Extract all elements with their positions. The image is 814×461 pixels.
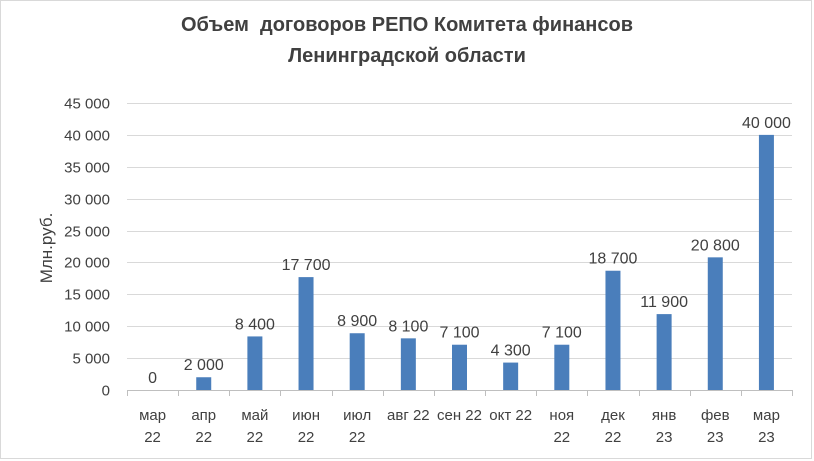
data-label: 20 800 (691, 237, 740, 254)
y-tick-label: 35 000 (64, 160, 110, 177)
x-tick-label: май (241, 407, 268, 424)
x-tick-label: мар (753, 407, 780, 424)
chart-title: Объем договоров РЕПО Комитета финансов Л… (0, 10, 814, 72)
x-tick-label: сен 22 (437, 407, 482, 424)
bar (349, 333, 365, 390)
x-tick-label: 22 (247, 429, 264, 446)
x-tick-label: 22 (195, 429, 212, 446)
bar (554, 344, 570, 390)
x-tick-label: 22 (144, 429, 161, 446)
y-tick-label: 5 000 (72, 351, 110, 368)
y-tick-label: 30 000 (64, 192, 110, 209)
y-tick-label: 20 000 (64, 255, 110, 272)
x-tick-label: 23 (758, 429, 775, 446)
data-label: 4 300 (491, 343, 531, 360)
data-label: 0 (148, 370, 157, 387)
x-tick-label: 23 (656, 429, 673, 446)
y-tick-label: 0 (102, 383, 110, 400)
bars (196, 134, 774, 390)
x-tick-label: янв (652, 407, 676, 424)
x-tick-label: мар (139, 407, 166, 424)
x-tick-label: июл (343, 407, 371, 424)
data-label: 2 000 (184, 357, 224, 374)
x-tick-label: дек (601, 407, 625, 424)
x-tick-label: фев (701, 407, 730, 424)
data-label: 8 900 (337, 313, 377, 330)
x-tick-label: 22 (349, 429, 366, 446)
gridlines (127, 103, 792, 359)
data-label: 40 000 (742, 115, 791, 132)
x-tick-label: 22 (298, 429, 315, 446)
bar (605, 270, 621, 390)
data-label: 8 100 (388, 318, 428, 335)
y-tick-label: 40 000 (64, 128, 110, 145)
bar (298, 277, 314, 390)
y-tick-label: 25 000 (64, 224, 110, 241)
data-label: 17 700 (282, 257, 331, 274)
bar (707, 257, 723, 390)
y-axis-tick-labels: 0 5 000 10 000 15 000 20 000 25 000 30 000 35 0… (64, 96, 110, 400)
bar (196, 377, 212, 390)
data-label: 8 400 (235, 316, 275, 333)
y-tick-label: 45 000 (64, 96, 110, 113)
x-axis (127, 390, 793, 396)
y-axis-label: Млн.руб. (37, 213, 56, 284)
x-tick-label: окт 22 (489, 407, 532, 424)
x-tick-label: ноя (549, 407, 574, 424)
x-tick-label: 22 (553, 429, 570, 446)
bar (247, 336, 263, 390)
bar (503, 362, 519, 390)
x-axis-tick-labels: мар 22 апр 22 май 22 июн 22 июл 22 авг 22 сен 22 окт… (139, 407, 780, 446)
data-label: 18 700 (588, 251, 637, 268)
x-tick-label: 22 (605, 429, 622, 446)
data-label: 7 100 (439, 325, 479, 342)
bar (452, 344, 467, 390)
data-label: 11 900 (640, 294, 688, 311)
chart-title-line-1: Объем договоров РЕПО Комитета финансов (181, 14, 633, 36)
chart-title-line-2: Ленинградской области (288, 45, 526, 67)
bar (758, 134, 774, 390)
bar (656, 314, 672, 390)
data-labels: 0 2 000 8 400 17 700 8 900 8 100 7 100 4 300 7 1… (148, 115, 791, 387)
x-tick-label: июн (292, 407, 320, 424)
x-tick-label: апр (191, 407, 216, 424)
y-tick-label: 10 000 (64, 319, 110, 336)
y-tick-label: 15 000 (64, 287, 110, 304)
bar (400, 338, 416, 390)
data-label: 7 100 (542, 325, 582, 342)
x-tick-label: 23 (707, 429, 724, 446)
x-tick-label: авг 22 (387, 407, 430, 424)
